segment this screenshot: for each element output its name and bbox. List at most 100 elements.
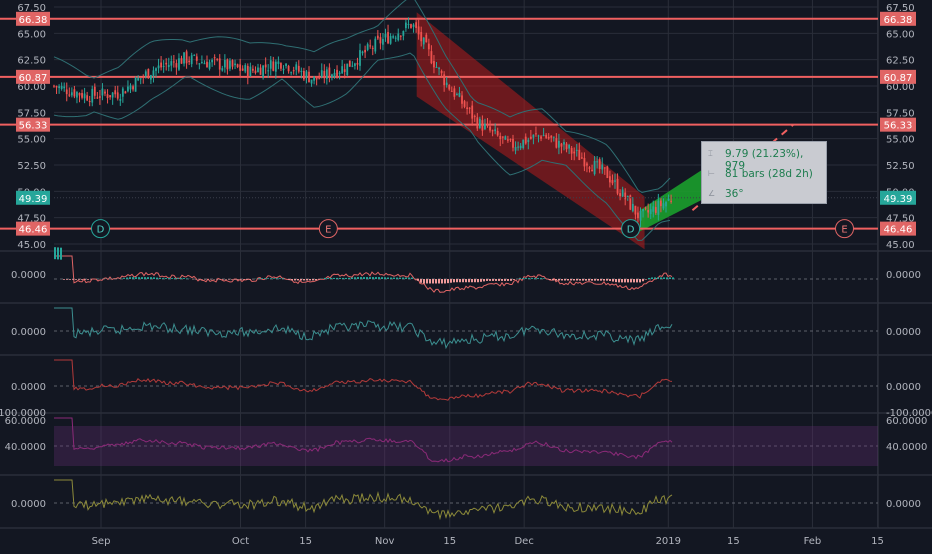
histogram-bar xyxy=(87,279,89,280)
candle-body xyxy=(374,39,376,52)
candle-body xyxy=(145,71,147,76)
histogram-bar xyxy=(396,278,398,279)
histogram-bar xyxy=(618,279,620,282)
histogram-bar xyxy=(369,277,371,279)
y-tick-label-right: 55.00 xyxy=(886,135,915,146)
candle-body xyxy=(306,71,308,78)
histogram-bar xyxy=(582,279,584,281)
candle-body xyxy=(351,66,353,67)
histogram-bar xyxy=(489,279,491,281)
candle-body xyxy=(227,59,229,69)
candle-body xyxy=(201,62,203,63)
candle-body xyxy=(415,22,417,28)
candle-body xyxy=(209,62,211,69)
candle-body xyxy=(359,50,361,66)
measure-angle: 36° xyxy=(725,188,744,200)
histogram-bar xyxy=(597,279,599,281)
candle-body xyxy=(66,89,68,94)
candle-body xyxy=(548,137,550,139)
candle-body xyxy=(561,144,563,147)
histogram-bar xyxy=(138,277,140,279)
candle-body xyxy=(247,66,249,77)
candle-body xyxy=(507,139,509,140)
histogram-bar xyxy=(144,277,146,279)
histogram-bar xyxy=(513,279,515,280)
candle-body xyxy=(216,59,218,60)
candle-body xyxy=(464,101,466,107)
level-label-right: 56.33 xyxy=(884,121,913,132)
histogram-bar xyxy=(645,279,647,280)
histogram-bar xyxy=(591,279,593,281)
histogram-bar xyxy=(132,277,134,279)
event-marker-label: D xyxy=(627,225,635,236)
histogram-bar xyxy=(585,279,587,281)
indicator-top-label-left: 60.0000 xyxy=(5,416,46,427)
candle-body xyxy=(438,68,440,69)
histogram-bar xyxy=(486,279,488,281)
candle-body xyxy=(329,68,331,78)
candle-body xyxy=(298,66,300,72)
candle-body xyxy=(591,170,593,171)
histogram-bar xyxy=(594,279,596,281)
candle-body xyxy=(423,38,425,45)
histogram-bar xyxy=(429,279,431,283)
candle-body xyxy=(418,26,420,34)
candle-body xyxy=(502,136,504,137)
histogram-bar xyxy=(294,279,296,280)
histogram-bar xyxy=(606,279,608,281)
candle-body xyxy=(586,163,588,165)
candle-body xyxy=(390,36,392,44)
histogram-bar xyxy=(639,279,641,282)
level-label-left: 66.38 xyxy=(19,15,48,26)
histogram-bar xyxy=(456,279,458,282)
candle-body xyxy=(578,150,580,160)
candle-body xyxy=(109,95,111,97)
histogram-bar xyxy=(345,278,347,279)
histogram-bar xyxy=(441,279,443,283)
histogram-bar xyxy=(525,278,527,279)
candle-body xyxy=(622,189,624,196)
candle-body xyxy=(303,71,305,79)
histogram-bar xyxy=(609,279,611,281)
candle-body xyxy=(461,95,463,103)
histogram-bar xyxy=(57,247,59,259)
candle-body xyxy=(428,44,430,50)
candle-body xyxy=(385,34,387,38)
candle-body xyxy=(214,57,216,58)
histogram-bar xyxy=(507,279,509,281)
candle-body xyxy=(186,51,188,63)
histogram-bar xyxy=(438,279,440,283)
histogram-bar xyxy=(306,279,308,280)
level-label-left: 46.46 xyxy=(19,225,48,236)
candle-body xyxy=(300,71,302,72)
candle-body xyxy=(270,60,272,68)
candle-body xyxy=(443,74,445,85)
histogram-bar xyxy=(615,279,617,282)
histogram-bar xyxy=(543,278,545,279)
rsi-band xyxy=(54,426,878,466)
histogram-bar xyxy=(573,279,575,280)
candle-body xyxy=(571,148,573,154)
histogram-bar xyxy=(243,279,245,280)
histogram-bar xyxy=(393,278,395,279)
candle-body xyxy=(448,85,450,89)
candle-body xyxy=(283,69,285,70)
indicator-label-left: 0.0000 xyxy=(11,382,46,393)
histogram-bar xyxy=(315,279,317,280)
level-label-right: 60.87 xyxy=(884,73,913,84)
event-marker-label: D xyxy=(97,225,105,236)
candle-body xyxy=(153,70,155,75)
candle-body xyxy=(313,76,315,80)
candle-body xyxy=(130,85,132,89)
candle-body xyxy=(224,60,226,67)
candle-body xyxy=(135,78,137,92)
candle-body xyxy=(663,203,665,208)
histogram-bar xyxy=(666,277,668,279)
candle-body xyxy=(471,106,473,119)
candle-body xyxy=(198,63,200,64)
candle-body xyxy=(466,107,468,109)
candle-body xyxy=(81,93,83,98)
candle-body xyxy=(265,65,267,68)
